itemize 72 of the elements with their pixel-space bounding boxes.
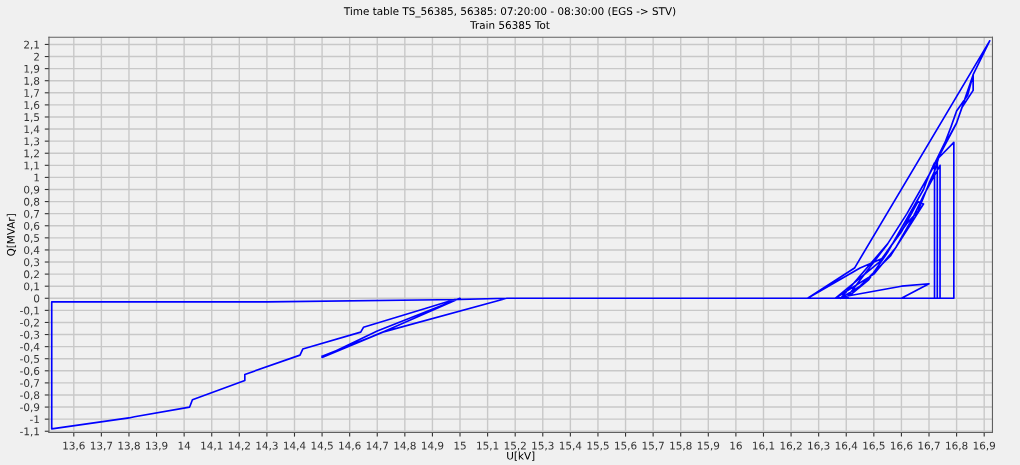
- x-tick-label: 16,4: [835, 441, 858, 451]
- x-tick-label: 13,7: [90, 441, 113, 451]
- y-tick-label: -0,1: [20, 306, 39, 316]
- x-tick-label: 16,8: [946, 441, 968, 451]
- x-axis-title: U[kV]: [507, 451, 535, 461]
- x-tick-label: 14,9: [421, 441, 444, 451]
- y-tick-label: -0,2: [20, 318, 39, 328]
- y-tick-label: 1,6: [24, 101, 40, 111]
- x-tick-label: 16,3: [808, 441, 830, 451]
- y-tick-label: 0,2: [24, 270, 39, 280]
- y-tick-label: 0,9: [24, 185, 40, 195]
- x-tick-label: 14,4: [284, 441, 306, 451]
- y-tick-label: 0,5: [24, 234, 40, 244]
- y-tick-label: 0: [33, 294, 40, 303]
- x-tick-label: 15,6: [615, 441, 637, 451]
- y-tick-label: -0,4: [20, 342, 40, 352]
- y-tick-label: -0,9: [20, 403, 40, 413]
- y-tick-label: 1: [34, 173, 39, 182]
- x-tick-label: 14,8: [394, 441, 416, 451]
- x-tick-label: 13,9: [146, 441, 168, 451]
- x-tick-label: 15,1: [477, 441, 499, 451]
- y-tick-label: 2: [34, 52, 39, 61]
- x-tick-label: 15,8: [670, 441, 692, 451]
- x-tick-label: 15,5: [587, 441, 609, 451]
- x-tick-label: 14,2: [228, 441, 250, 451]
- x-tick-label: 15,9: [697, 441, 720, 451]
- y-tick-label: -0,7: [20, 379, 40, 389]
- y-tick-label: -0,8: [20, 391, 40, 401]
- x-tick-label: 15: [454, 441, 466, 450]
- y-axis-title: Q[MVAr]: [6, 214, 17, 256]
- line-series: [50, 39, 991, 430]
- x-tick-label: 13,6: [63, 441, 85, 451]
- y-tick-label: 1,1: [24, 161, 39, 171]
- y-tick-label: -0,3: [20, 330, 40, 340]
- y-tick-label: 1,8: [24, 76, 40, 86]
- x-tick-label: 16,6: [890, 441, 913, 451]
- y-tick-label: 0,8: [24, 197, 40, 207]
- x-tick-label: 15,7: [642, 441, 664, 451]
- x-tick-label: 16,1: [753, 441, 775, 451]
- x-tick-label: 14,7: [366, 441, 388, 451]
- y-tick-label: 0,6: [24, 221, 40, 231]
- x-tick-label: 16,5: [863, 441, 885, 451]
- y-tick-label: 1,3: [24, 137, 40, 147]
- y-tick-label: 0,7: [24, 209, 40, 219]
- y-tick-label: 1,5: [24, 113, 40, 123]
- y-tick-label: 1,7: [24, 89, 40, 98]
- y-tick-label: -1: [30, 415, 39, 424]
- y-tick-label: 2,1: [24, 40, 39, 50]
- y-tick-label: 1,2: [24, 149, 39, 159]
- x-tick-label: 16,9: [973, 441, 996, 451]
- y-tick-label: 1,9: [24, 64, 40, 74]
- y-tick-label: 0,3: [24, 258, 40, 268]
- x-tick-label: 14,1: [201, 441, 223, 451]
- y-tick-label: -1,1: [20, 427, 39, 437]
- x-tick-label: 16,7: [918, 441, 940, 451]
- y-tick-label: -0,6: [20, 367, 40, 376]
- x-tick-label: 16: [730, 441, 742, 450]
- y-tick-label: 1,4: [24, 125, 40, 135]
- x-tick-label: 14,3: [256, 441, 278, 451]
- x-tick-label: 13,8: [118, 441, 140, 451]
- x-tick-label: 15,3: [532, 441, 554, 451]
- x-tick-label: 15,2: [504, 441, 526, 451]
- x-tick-label: 14,6: [339, 441, 361, 451]
- chart-title: Time table TS_56385, 56385: 07:20:00 - 08:30:00 (EGS -> STV): [343, 6, 676, 18]
- x-tick-label: 14,5: [311, 441, 333, 451]
- x-tick-label: 16,2: [780, 441, 802, 451]
- x-tick-label: 15,4: [559, 441, 582, 451]
- x-tick-label: 14: [178, 441, 191, 450]
- y-tick-label: 0,4: [24, 246, 40, 256]
- y-tick-label: 0,1: [24, 282, 39, 292]
- chart-subtitle: Train 56385 Tot: [470, 20, 550, 29]
- y-tick-label: -0,5: [20, 354, 40, 364]
